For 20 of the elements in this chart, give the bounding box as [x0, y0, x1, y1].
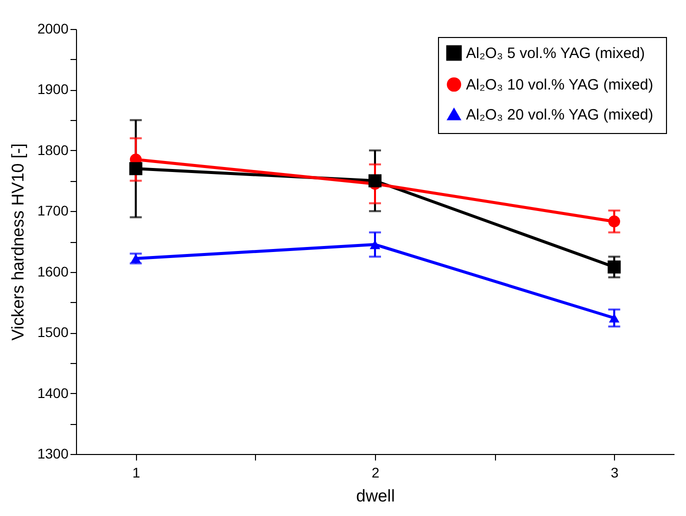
- x-tick-label: 3: [610, 464, 619, 480]
- y-tick-label: 2000: [37, 20, 69, 36]
- x-tick-label: 1: [132, 464, 140, 480]
- y-tick-label: 1800: [37, 142, 69, 158]
- legend-label: Al₂O₃ 20 vol.% YAG (mixed): [466, 106, 654, 124]
- point: [129, 162, 142, 176]
- point: [608, 260, 621, 274]
- y-tick-label: 1900: [37, 81, 69, 98]
- y-tick-label: 1500: [37, 324, 69, 340]
- y-tick-label: 1300: [37, 446, 69, 462]
- y-axis-title: Vickers hardness HV10 [-]: [8, 143, 28, 341]
- x-axis-title: dwell: [356, 486, 395, 506]
- legend-label: Al₂O₃ 10 vol.% YAG (mixed): [466, 76, 654, 94]
- point: [608, 313, 620, 323]
- legend-label: Al₂O₃ 5 vol.% YAG (mixed): [466, 45, 645, 62]
- x-tick-label: 2: [372, 464, 380, 480]
- y-tick-label: 1400: [37, 384, 69, 401]
- y-tick-label: 1600: [37, 263, 69, 280]
- y-tick-label: 1700: [37, 202, 69, 219]
- point: [608, 216, 620, 228]
